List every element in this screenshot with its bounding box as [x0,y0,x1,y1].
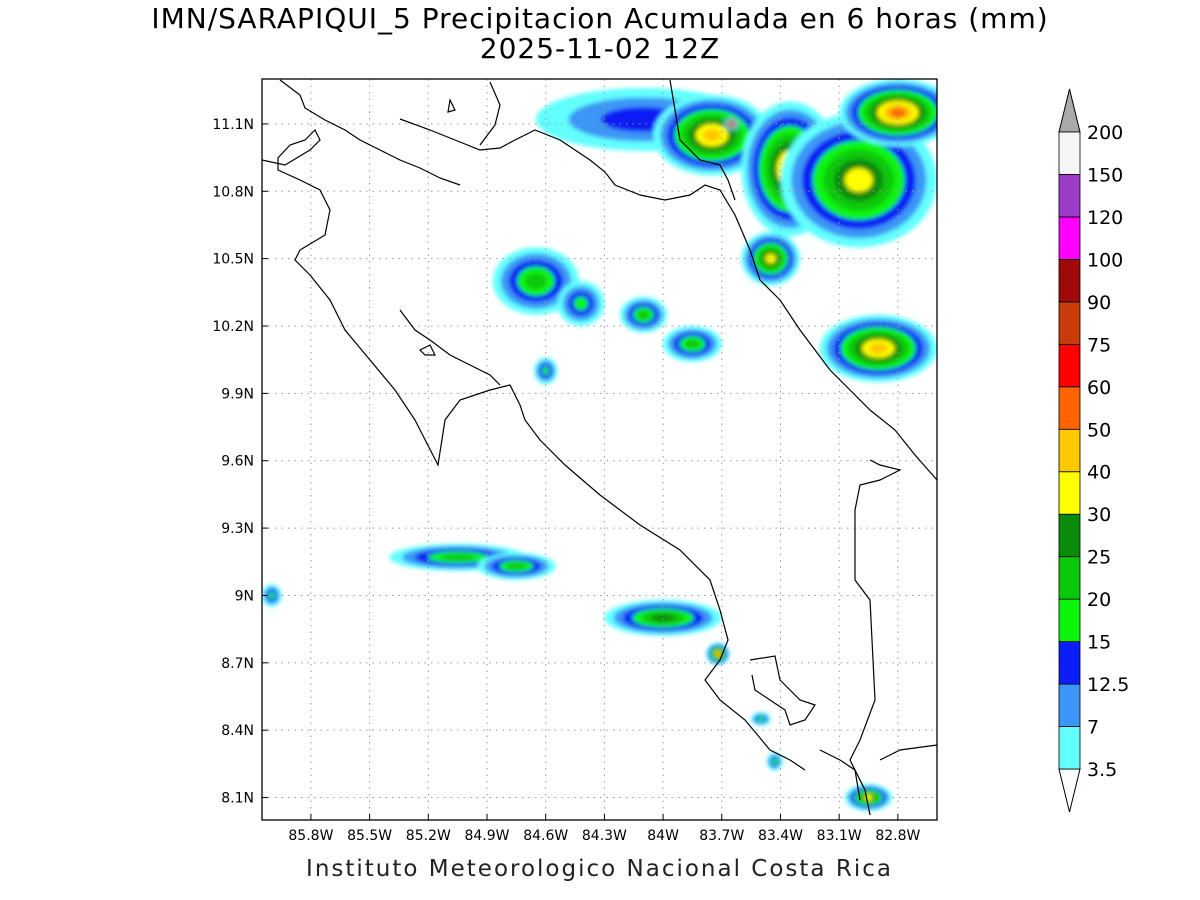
precip-cell-band [637,310,650,320]
colorbar-swatch [1058,726,1081,770]
tick-label-lon: 85.8W [288,828,333,844]
colorbar-label: 60 [1087,377,1111,399]
tick-label-lon: 84.3W [582,828,627,844]
chart-date: 2025-11-02 12Z [479,32,721,65]
precip-cell-band [714,650,721,657]
map-frame [261,78,938,821]
tick-label-lon: 84W [647,828,679,844]
colorbar-label: 150 [1087,164,1123,186]
precip-cell-band [542,366,550,375]
chart-title: IMN/SARAPIQUI_5 Precipitacion Acumulada … [151,2,1049,35]
tick-label-lat: 9.3N [221,521,254,537]
map-grid [262,79,937,820]
precip-cell-band [506,562,526,570]
colorbar-swatch [1058,471,1081,515]
tick-label-lat: 8.4N [221,723,254,739]
precip-cell-band [573,296,589,311]
coastline-borders [262,79,937,816]
colorbar-label: 7 [1087,717,1099,739]
tick-label-lat: 11.1N [212,117,254,133]
colorbar-swatch [1058,513,1081,558]
tick-label-lat: 9.9N [221,386,254,402]
colorbar-label: 100 [1087,249,1123,271]
tick-label-lat: 9.6N [221,454,254,470]
precip-cell-band [757,715,764,722]
colorbar-label: 200 [1087,122,1123,144]
tick-label-lat: 10.2N [212,319,254,335]
colorbar-label: 90 [1087,292,1111,314]
colorbar-swatch [1058,683,1081,727]
tick-label-lon: 82.8W [875,828,920,844]
colorbar-swatch [1058,131,1081,175]
colorbar-label: 30 [1087,504,1111,526]
colorbar-label: 25 [1087,547,1111,569]
tick-label-lat: 8.7N [221,656,254,672]
colorbar-label: 12.5 [1087,674,1129,696]
footer-credit: Instituto Meteorologico Nacional Costa R… [306,856,893,882]
precip-cell-band [685,339,700,349]
colorbar-swatch [1058,641,1081,685]
colorbar-swatch [1058,258,1081,303]
colorbar-label: 75 [1087,334,1111,356]
precip-cell-band [702,128,722,142]
tick-label-lon: 83.7W [699,828,744,844]
colorbar-swatch [1058,343,1081,388]
precip-cell-band [765,253,776,264]
tick-label-lat: 10.8N [212,184,254,200]
tick-label-lon: 85.2W [406,828,451,844]
colorbar-label: 120 [1087,207,1123,229]
tick-label-lat: 8.1N [221,791,254,807]
precip-cell-band [268,592,275,599]
colorbar-label: 40 [1087,462,1111,484]
colorbar-swatch [1058,386,1081,430]
precip-cell-band [440,553,475,561]
tick-label-lon: 84.9W [464,828,509,844]
colorbar-label: 3.5 [1087,759,1117,781]
precip-cell-band [650,614,676,622]
tick-label-lon: 85.5W [347,828,392,844]
colorbar-label: 15 [1087,632,1111,654]
colorbar-swatch [1058,216,1081,260]
colorbar-bottom-arrow [1058,768,1081,813]
colorbar-swatch [1058,301,1081,345]
tick-label-lon: 84.6W [523,828,568,844]
tick-label-lon: 83.1W [817,828,862,844]
tick-label-lat: 9N [235,588,254,604]
tick-label-lon: 83.4W [758,828,803,844]
colorbar-swatch [1058,174,1081,218]
colorbar-swatch [1058,598,1081,643]
tick-label-lat: 10.5N [212,252,254,268]
colorbar-label: 20 [1087,589,1111,611]
colorbar-swatch [1058,428,1081,473]
precipitation-field [262,79,937,812]
colorbar-swatch [1058,556,1081,600]
axis-labels: 85.8W 85.5W 85.2W 84.9W 84.6W 84.3W 84W 83.7W 83… [212,117,920,844]
precip-cell-band [771,758,778,765]
colorbar-label: 50 [1087,419,1111,441]
precip-cell-band [869,343,888,354]
precip-cell-band [525,272,547,290]
colorbar-legend: 3.5 7 12.5 15 20 25 30 40 50 60 75 90 100 120 150 200 [1058,88,1129,813]
precip-cell-band [844,168,873,193]
precip-cell-band [728,120,735,127]
colorbar-top-arrow [1058,88,1081,133]
